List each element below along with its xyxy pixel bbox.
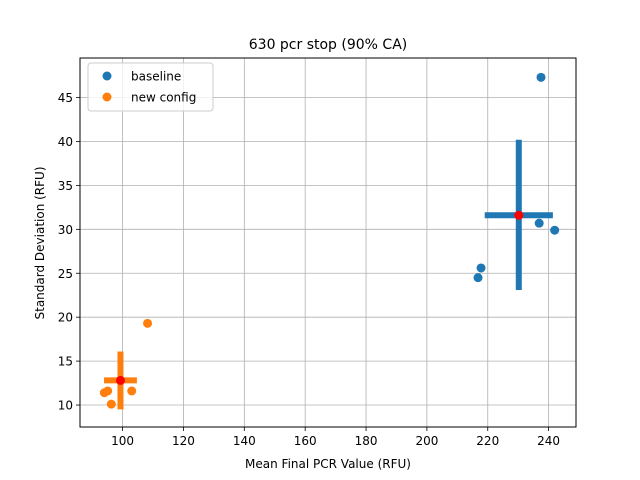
- x-tick-label: 240: [537, 434, 560, 448]
- y-axis-ticks: 10 15 20 25 30 35 40 45: [58, 91, 80, 413]
- error-bars: [104, 139, 553, 410]
- x-tick-label: 100: [111, 434, 134, 448]
- y-axis-label: Standard Deviation (RFU): [33, 166, 47, 319]
- y-tick-label: 15: [58, 355, 73, 369]
- x-tick-label: 200: [415, 434, 438, 448]
- data-point-baseline: [550, 225, 560, 235]
- legend-marker-baseline: [102, 71, 112, 81]
- x-tick-label: 180: [355, 434, 378, 448]
- plot-frame: [79, 57, 577, 428]
- legend-label-baseline: baseline: [131, 70, 181, 84]
- x-axis-ticks: 100 120 140 160 180 200 220 240: [111, 427, 560, 448]
- y-tick-label: 30: [58, 223, 73, 237]
- grid-lines: [80, 58, 576, 427]
- legend: baseline new config: [87, 62, 214, 112]
- data-point-new-config: [127, 386, 137, 396]
- legend-marker-new-config: [102, 92, 112, 102]
- y-tick-label: 20: [58, 311, 73, 325]
- y-tick-label: 25: [58, 267, 73, 281]
- x-tick-label: 140: [233, 434, 256, 448]
- y-tick-label: 45: [58, 91, 73, 105]
- mean-markers: [115, 210, 524, 385]
- y-tick-label: 40: [58, 135, 73, 149]
- data-point-new-config: [106, 399, 116, 409]
- mean-point-new-config: [115, 375, 125, 385]
- data-point-baseline: [476, 263, 486, 273]
- data-point-new-config: [99, 388, 109, 398]
- data-point-baseline: [536, 72, 546, 82]
- data-point-baseline: [534, 218, 544, 228]
- data-points: [99, 72, 560, 409]
- y-tick-label: 35: [58, 179, 73, 193]
- x-tick-label: 160: [294, 434, 317, 448]
- chart-title: 630 pcr stop (90% CA): [249, 37, 408, 53]
- mean-point-baseline: [514, 210, 524, 220]
- x-tick-label: 120: [172, 434, 195, 448]
- data-point-new-config: [143, 318, 153, 328]
- legend-box: [87, 62, 214, 112]
- y-tick-label: 10: [58, 399, 73, 413]
- x-axis-label: Mean Final PCR Value (RFU): [245, 457, 411, 471]
- data-point-baseline: [473, 273, 483, 283]
- x-tick-label: 220: [476, 434, 499, 448]
- legend-label-new-config: new config: [131, 91, 196, 105]
